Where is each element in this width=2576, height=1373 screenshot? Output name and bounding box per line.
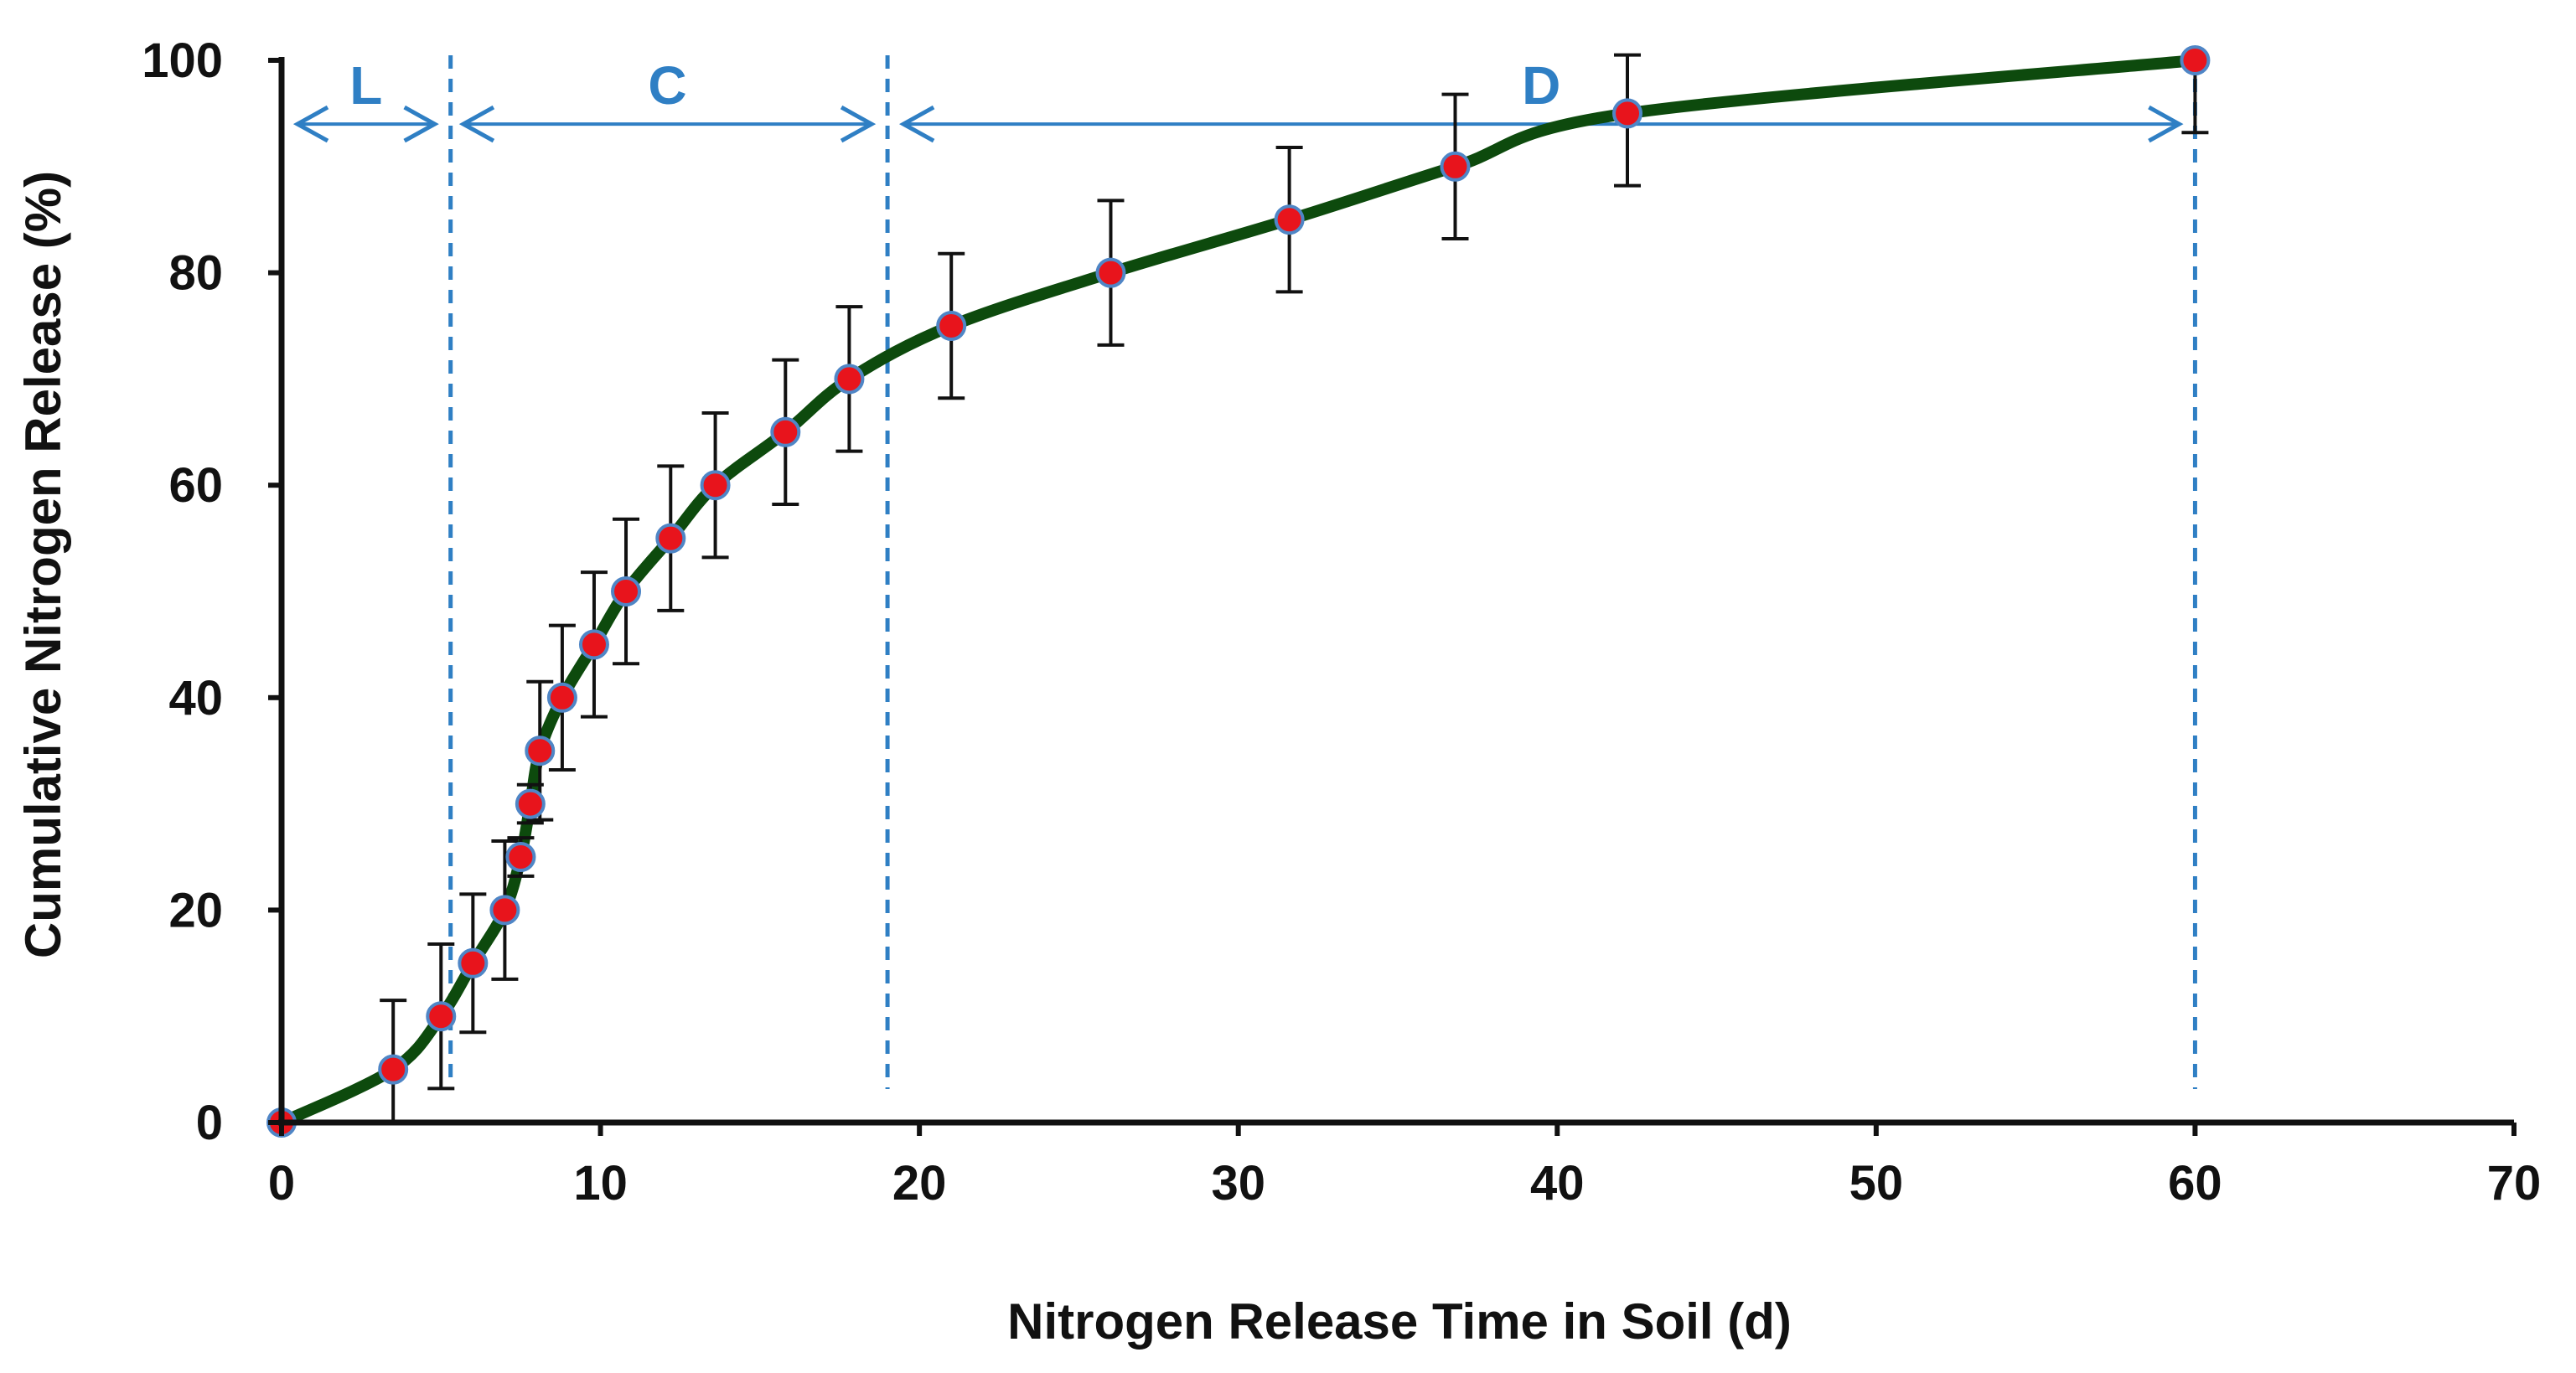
x-tick-label: 20 (892, 1156, 947, 1210)
axis-titles: Nitrogen Release Time in Soil (d) Cumula… (15, 171, 1792, 1350)
phase-arrow-head-right (840, 105, 877, 143)
phase-arrow-head-right (403, 105, 439, 143)
phase-arrow-head-left (458, 105, 495, 143)
data-point (378, 1054, 409, 1085)
data-point (700, 470, 731, 501)
y-tick-label: 20 (168, 883, 223, 937)
x-tick-label: 0 (268, 1156, 295, 1210)
data-points (266, 45, 2211, 1138)
x-axis-title: Nitrogen Release Time in Soil (d) (1007, 1293, 1792, 1350)
data-point (458, 947, 489, 978)
data-point (525, 736, 556, 767)
y-tick-label: 80 (168, 246, 223, 301)
phase-arrow-head-right (2148, 105, 2184, 143)
curve-layer (276, 54, 2201, 1128)
y-tick-label: 100 (142, 34, 223, 88)
y-tick-label: 0 (196, 1096, 223, 1150)
y-tick-label: 60 (168, 458, 223, 513)
phase-arrow-head-left (898, 105, 935, 143)
data-point (1440, 151, 1471, 182)
x-tick-label: 70 (2487, 1156, 2542, 1210)
x-tick-label: 40 (1530, 1156, 1585, 1210)
data-point (546, 682, 577, 713)
data-point (611, 576, 642, 606)
x-tick-label: 50 (1849, 1156, 1904, 1210)
x-tick-label: 60 (2168, 1156, 2222, 1210)
data-point (1274, 204, 1305, 235)
phase-boundary-lines (448, 55, 2197, 1089)
axes (268, 57, 2517, 1136)
data-point (2180, 45, 2211, 75)
data-point (834, 364, 865, 395)
data-point (505, 842, 536, 872)
data-point (655, 523, 686, 554)
phase-label: L (349, 55, 382, 116)
data-point (1095, 257, 1126, 288)
data-point (426, 1001, 457, 1032)
x-tick-label: 10 (573, 1156, 628, 1210)
data-point (1612, 98, 1643, 129)
phase-label: D (1522, 55, 1560, 116)
data-point (770, 416, 801, 447)
data-point (489, 895, 520, 926)
y-axis-title: Cumulative Nitrogen Release (%) (15, 171, 71, 958)
data-point (936, 311, 967, 341)
data-point (578, 629, 609, 660)
phase-arrow-head-left (292, 105, 329, 143)
tick-labels: 0 10 20 30 40 50 60 70 0 20 40 60 80 100 (142, 34, 2541, 1210)
x-tick-label: 30 (1211, 1156, 1265, 1210)
series-line (276, 54, 2201, 1128)
phase-label: C (648, 55, 686, 116)
data-point (515, 788, 546, 819)
y-tick-label: 40 (168, 671, 223, 725)
